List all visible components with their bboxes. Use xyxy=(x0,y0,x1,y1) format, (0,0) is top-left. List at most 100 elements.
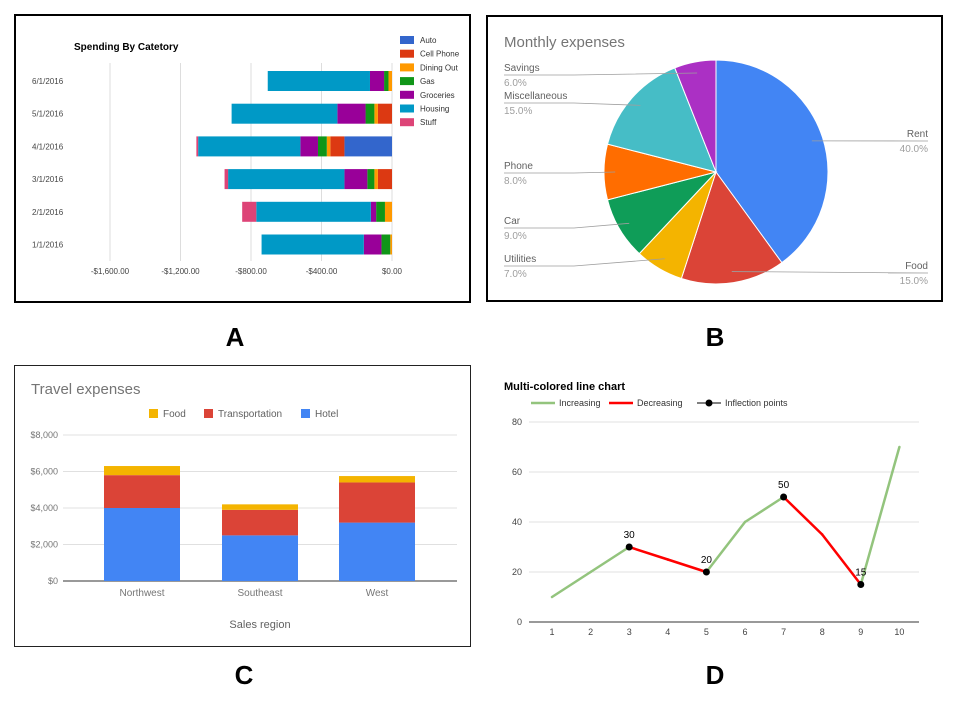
legend-swatch xyxy=(400,77,414,85)
y-tick-label: $2,000 xyxy=(30,540,58,550)
y-tick-label: 80 xyxy=(512,417,522,427)
bar-segment xyxy=(374,169,378,189)
y-tick-label: 2/1/2016 xyxy=(32,208,64,217)
legend-label: Stuff xyxy=(420,118,437,127)
inflection-point xyxy=(780,494,787,501)
legend-swatch xyxy=(400,105,414,113)
x-tick-label: -$1,200.00 xyxy=(161,267,200,276)
slice-label: Savings xyxy=(504,63,540,74)
legend-label: Decreasing xyxy=(637,398,683,408)
bar-segment xyxy=(364,235,382,255)
bar-segment xyxy=(339,476,415,482)
x-tick-label: 6 xyxy=(742,627,747,637)
bar-segment xyxy=(388,71,392,91)
slice-label: Rent xyxy=(907,129,928,140)
bar-segment xyxy=(256,202,371,222)
slice-percent: 15.0% xyxy=(900,276,928,287)
legend-label: Inflection points xyxy=(725,398,788,408)
bar-segment xyxy=(232,104,338,124)
legend-label: Dining Out xyxy=(420,63,459,72)
bar-segment xyxy=(374,104,378,124)
y-tick-label: 3/1/2016 xyxy=(32,175,64,184)
slice-percent: 6.0% xyxy=(504,78,527,89)
y-tick-label: $4,000 xyxy=(30,503,58,513)
x-tick-label: Southeast xyxy=(237,588,282,599)
panel-label-a: A xyxy=(205,322,265,353)
slice-percent: 8.0% xyxy=(504,176,527,187)
spending-by-category-chart: Spending By Catetory-$1,600.00 -$1,200.00… xyxy=(16,16,469,301)
slice-label: Utilities xyxy=(504,254,536,265)
y-tick-label: 40 xyxy=(512,517,522,527)
x-tick-label: -$800.00 xyxy=(235,267,267,276)
x-tick-label: -$1,600.00 xyxy=(91,267,130,276)
bar-segment xyxy=(339,482,415,522)
data-label: 30 xyxy=(624,530,636,541)
legend-label: Hotel xyxy=(315,409,338,420)
bar-segment xyxy=(371,202,376,222)
bar-segment xyxy=(104,508,180,581)
y-tick-label: 6/1/2016 xyxy=(32,77,64,86)
legend-swatch xyxy=(204,409,213,418)
panel-a-spending-chart: Spending By Catetory -$1,600.00 -$1,200.00… xyxy=(14,14,471,303)
bar-segment xyxy=(222,535,298,581)
x-tick-label: 7 xyxy=(781,627,786,637)
legend-label: Gas xyxy=(420,77,435,86)
y-tick-label: 4/1/2016 xyxy=(32,142,64,151)
y-tick-label: 20 xyxy=(512,567,522,577)
x-tick-label: 8 xyxy=(820,627,825,637)
slice-label: Phone xyxy=(504,161,533,172)
slice-label: Car xyxy=(504,216,521,227)
x-tick-label: 1 xyxy=(549,627,554,637)
bar-segment xyxy=(381,235,390,255)
bar-segment xyxy=(344,136,392,156)
bar-segment xyxy=(370,71,384,91)
leader-line xyxy=(504,172,615,173)
bar-segment xyxy=(104,475,180,508)
chart-title: Monthly expenses xyxy=(504,34,625,51)
y-tick-label: 5/1/2016 xyxy=(32,110,64,119)
multi-colored-line-chart: Multi-colored line chart0204060801 2 3 4 5 6 7… xyxy=(487,365,947,647)
x-tick-label: 5 xyxy=(704,627,709,637)
bar-segment xyxy=(390,235,392,255)
travel-expenses-bar-chart: Travel expenses$0$2,000$4,000$6,000$8,00… xyxy=(15,366,470,646)
monthly-expenses-pie-chart: Monthly expenses Rent 40.0% Food 15.0% Utilit… xyxy=(488,17,941,300)
panel-c-travel-expenses-chart: Travel expenses $0 $2,000 $4,000 $6,000 $8,00… xyxy=(14,365,471,647)
legend-swatch xyxy=(400,63,414,71)
bar-segment xyxy=(376,202,385,222)
line-segment xyxy=(861,447,900,585)
bar-segment xyxy=(225,169,229,189)
bar-segment xyxy=(228,169,344,189)
y-tick-label: $0 xyxy=(48,576,58,586)
x-tick-label: 10 xyxy=(894,627,904,637)
bar-segment xyxy=(337,104,365,124)
legend-swatch xyxy=(400,36,414,44)
bar-segment xyxy=(366,104,375,124)
bar-segment xyxy=(222,504,298,509)
bar-segment xyxy=(300,136,318,156)
line-segment xyxy=(552,572,591,597)
bar-segment xyxy=(198,136,300,156)
inflection-point xyxy=(857,581,864,588)
x-tick-label: 9 xyxy=(858,627,863,637)
bar-segment xyxy=(344,169,367,189)
data-label: 50 xyxy=(778,480,790,491)
data-label: 15 xyxy=(855,568,867,579)
bar-segment xyxy=(327,136,331,156)
inflection-point xyxy=(626,544,633,551)
panel-label-c: C xyxy=(214,660,274,691)
bar-segment xyxy=(367,169,374,189)
legend-label: Groceries xyxy=(420,91,455,100)
y-tick-label: 0 xyxy=(517,617,522,627)
x-tick-label: Northwest xyxy=(119,588,164,599)
panel-d-multi-colored-line-chart: Multi-colored line chart 0 20 40 60 80 1 2 3 4 5 6 7… xyxy=(487,365,947,647)
x-tick-label: $0.00 xyxy=(382,267,403,276)
y-tick-label: $6,000 xyxy=(30,467,58,477)
panel-b-monthly-expenses-chart: Monthly expenses Rent 40.0% Food 15.0% Utilit… xyxy=(486,15,943,302)
bar-segment xyxy=(378,169,392,189)
panel-label-d: D xyxy=(685,660,745,691)
legend-label: Cell Phone xyxy=(420,50,460,59)
legend-label: Housing xyxy=(420,105,449,114)
legend-swatch xyxy=(149,409,158,418)
legend-label: Auto xyxy=(420,36,437,45)
leader-line xyxy=(504,103,640,105)
